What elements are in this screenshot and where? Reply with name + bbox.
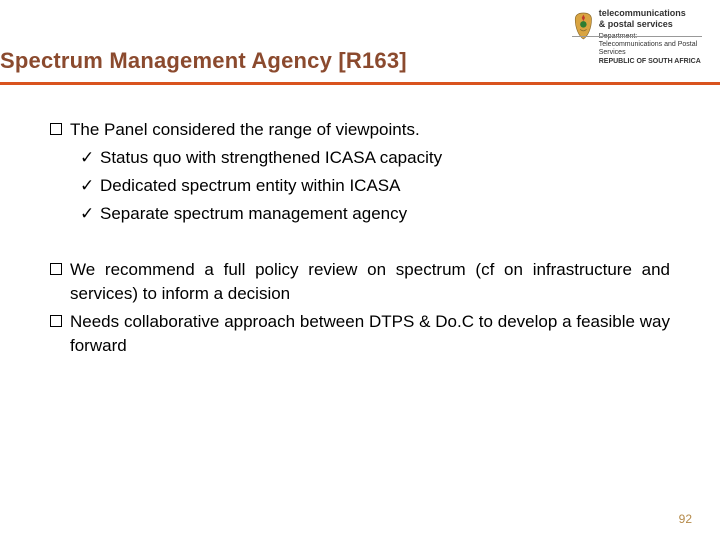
bullet-group1-lead: The Panel considered the range of viewpo… — [50, 118, 670, 142]
title-rule — [0, 82, 720, 85]
check-icon: ✓ — [80, 174, 100, 198]
gov-logo: telecommunications & postal services Dep… — [572, 8, 702, 56]
sub-bullet: ✓ Status quo with strengthened ICASA cap… — [80, 146, 670, 170]
logo-dept-2: & postal services — [599, 19, 702, 30]
logo-sub2: Telecommunications and Postal Services — [599, 41, 702, 58]
bullet-text: Dedicated spectrum entity within ICASA — [100, 174, 670, 198]
page-number: 92 — [679, 512, 692, 526]
check-icon: ✓ — [80, 202, 100, 226]
bullet-text: Needs collaborative approach between DTP… — [70, 310, 670, 358]
square-bullet-icon — [50, 118, 70, 142]
coat-of-arms-icon — [572, 8, 595, 44]
bullet-text: The Panel considered the range of viewpo… — [70, 118, 670, 142]
bullet-text: We recommend a full policy review on spe… — [70, 258, 670, 306]
logo-divider — [572, 36, 702, 37]
spacer — [50, 230, 670, 258]
logo-sub3: REPUBLIC OF SOUTH AFRICA — [599, 58, 702, 66]
check-icon: ✓ — [80, 146, 100, 170]
sub-bullet: ✓ Dedicated spectrum entity within ICASA — [80, 174, 670, 198]
sub-bullet: ✓ Separate spectrum management agency — [80, 202, 670, 226]
header: telecommunications & postal services Dep… — [0, 0, 720, 85]
page-title: Spectrum Management Agency [R163] — [0, 48, 407, 74]
logo-text: telecommunications & postal services Dep… — [599, 8, 702, 66]
square-bullet-icon — [50, 310, 70, 334]
bullet-text: Separate spectrum management agency — [100, 202, 670, 226]
logo-dept-1: telecommunications — [599, 8, 702, 19]
bullet-group2-item: Needs collaborative approach between DTP… — [50, 310, 670, 358]
bullet-text: Status quo with strengthened ICASA capac… — [100, 146, 670, 170]
content-body: The Panel considered the range of viewpo… — [50, 118, 670, 362]
square-bullet-icon — [50, 258, 70, 282]
bullet-group2-item: We recommend a full policy review on spe… — [50, 258, 670, 306]
